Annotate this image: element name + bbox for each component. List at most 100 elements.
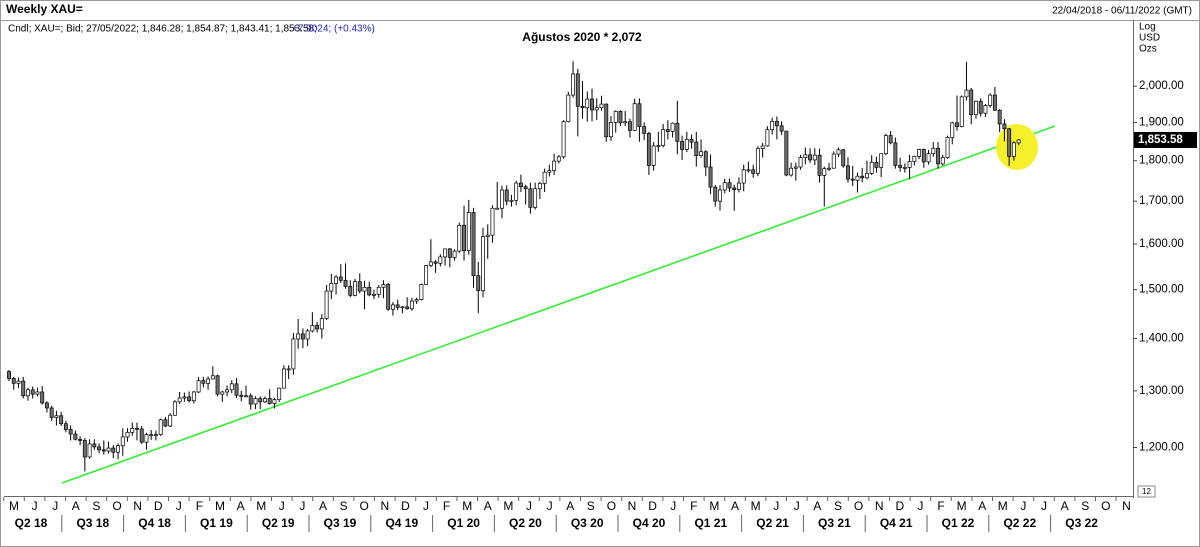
candle-body	[405, 306, 410, 310]
candle-body	[120, 436, 125, 447]
candle-body	[68, 429, 73, 435]
month-label: O	[1101, 499, 1110, 513]
month-label: D	[154, 499, 163, 513]
candle-body	[594, 107, 599, 111]
candle-body	[476, 275, 481, 291]
quarter-label: Q3 20	[571, 516, 604, 530]
candle-body	[329, 283, 334, 292]
candle-body	[97, 446, 102, 451]
month-label: A	[484, 499, 492, 513]
month-label: M	[215, 499, 225, 513]
candle-body	[855, 175, 860, 181]
candle-body	[955, 122, 959, 127]
candle-body	[552, 160, 557, 171]
month-label: F	[690, 499, 697, 513]
candle-body	[381, 284, 386, 288]
candle-body	[130, 427, 135, 433]
candle-body	[789, 167, 794, 176]
candle-body	[817, 154, 822, 176]
candle-body	[793, 166, 798, 169]
month-label: J	[1041, 499, 1047, 513]
month-label: J	[52, 499, 58, 513]
candle-body	[111, 447, 116, 453]
candle-body	[618, 111, 623, 124]
month-label: M	[709, 499, 719, 513]
quarter-label: Q2 22	[1003, 516, 1036, 530]
candle-body	[599, 103, 604, 109]
candle-body	[604, 103, 609, 138]
candle-body	[566, 94, 571, 123]
candle-body	[500, 189, 504, 209]
candle-body	[988, 94, 993, 106]
month-label: J	[32, 499, 38, 513]
candle-body	[708, 166, 713, 188]
candle-body	[485, 234, 490, 237]
candle-body	[16, 380, 21, 384]
month-label: A	[566, 499, 574, 513]
candle-body	[59, 415, 64, 425]
month-label: F	[196, 499, 203, 513]
candle-body	[101, 449, 106, 452]
candle-body	[741, 169, 746, 184]
candle-body	[713, 186, 718, 202]
candle-body	[831, 153, 836, 169]
month-label: S	[92, 499, 100, 513]
y-tick-label: 1,700.00	[1139, 195, 1184, 207]
month-label: A	[978, 499, 986, 513]
candle-body	[481, 236, 485, 291]
candle-body	[210, 375, 215, 380]
candle-body	[78, 438, 83, 441]
candle-body	[898, 165, 903, 168]
quarter-label: Q4 19	[385, 516, 418, 530]
candle-body	[315, 325, 320, 330]
candle-body	[414, 299, 419, 302]
quarter-label: Q1 20	[447, 516, 480, 530]
candle-body	[651, 145, 656, 166]
month-label: J	[299, 499, 305, 513]
y-tick-label: 1,800.00	[1139, 155, 1184, 167]
candle-body	[172, 401, 177, 416]
candle-body	[931, 147, 936, 155]
candle-body	[244, 395, 248, 398]
candle-body	[798, 157, 803, 168]
candle-body	[1007, 128, 1012, 157]
month-label: M	[957, 499, 967, 513]
candle-body	[850, 178, 855, 181]
candle-body	[234, 383, 239, 396]
quarter-label: Q4 21	[880, 516, 913, 530]
candle-body	[945, 137, 950, 158]
candle-body	[869, 161, 874, 174]
month-label: D	[648, 499, 657, 513]
candle-body	[936, 147, 940, 165]
candle-body	[537, 183, 542, 190]
candle-body	[400, 306, 405, 309]
last-price-box	[1134, 131, 1197, 148]
quarter-label: Q2 21	[756, 516, 789, 530]
month-label: M	[998, 499, 1008, 513]
candle-body	[153, 434, 158, 436]
month-label: J	[917, 499, 923, 513]
candle-body	[367, 286, 372, 296]
candle-body	[755, 148, 760, 174]
candle-body	[376, 286, 381, 295]
candle-body	[765, 129, 770, 147]
month-label: N	[875, 499, 884, 513]
candle-body	[632, 103, 637, 131]
candle-body	[841, 149, 846, 167]
month-label: D	[895, 499, 904, 513]
candle-body	[35, 391, 40, 395]
quarter-label: Q2 20	[509, 516, 542, 530]
candle-body	[409, 300, 414, 310]
candle-body	[149, 434, 154, 436]
last-price-label: 1,853.58	[1138, 134, 1183, 146]
candle-body	[82, 440, 87, 458]
month-label: S	[1081, 499, 1089, 513]
candle-body	[443, 248, 448, 258]
candle-body	[917, 149, 922, 157]
month-label: A	[72, 499, 80, 513]
candle-body	[305, 330, 310, 340]
candle-body	[63, 423, 68, 430]
month-label: J	[670, 499, 676, 513]
candle-body	[338, 276, 343, 281]
